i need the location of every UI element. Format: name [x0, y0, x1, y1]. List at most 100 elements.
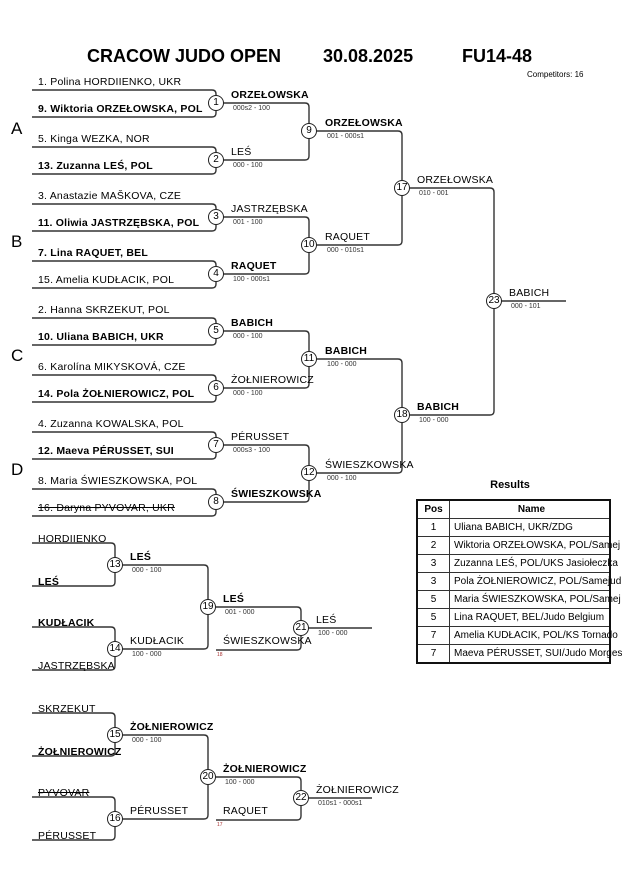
match-winner: ŚWIESZKOWSKA: [231, 488, 322, 500]
match-winner: ORZEŁOWSKA: [325, 117, 403, 129]
match-number: 20: [200, 769, 216, 785]
match-winner: LEŚ: [316, 614, 337, 626]
page-title: CRACOW JUDO OPEN 30.08.2025 FU14-48: [0, 46, 630, 130]
results-row: 1 Uliana BABICH, UKR/ZDG: [416, 518, 611, 537]
match-winner: BABICH: [417, 401, 460, 413]
match-score: 000 - 100: [233, 390, 263, 397]
match-score: 000 - 100: [132, 567, 162, 574]
match-number: 9: [301, 123, 317, 139]
result-position: 3: [416, 554, 450, 573]
bracket-line: [32, 217, 217, 232]
bracket-line: [32, 819, 116, 841]
match-score: 000s3 - 100: [233, 447, 270, 454]
match-number: 19: [200, 599, 216, 615]
competitor-name: 5. Kinga WEZKA, NOR: [38, 133, 150, 145]
match-winner: RAQUET: [231, 260, 277, 272]
bracket-line: [122, 564, 209, 607]
competitor-name: 1. Polina HORDIIENKO, UKR: [38, 76, 182, 88]
match-number: 21: [293, 620, 309, 636]
competitor-name: HORDIIENKO: [38, 533, 107, 545]
competitor-name: 6. Karolína MIKYSKOVÁ, CZE: [38, 361, 186, 373]
event-date: 30.08.2025: [323, 46, 414, 66]
competitor-name: SKRZEKUT: [38, 703, 96, 715]
bracket-line: [216, 798, 302, 821]
competitor-name: 4. Zuzanna KOWALSKA, POL: [38, 418, 184, 430]
bracket-line: [409, 301, 495, 416]
bracket-line: [32, 431, 217, 445]
pool-label-d: D: [11, 460, 24, 479]
match-winner: KUDŁACIK: [130, 635, 185, 647]
competitor-name: JASTRZĘBSKA: [38, 660, 115, 672]
bracket-line: [32, 331, 217, 346]
results-row: 5 Maria ŚWIESZKOWSKA, POL/Samej: [416, 590, 621, 609]
result-name: Maria ŚWIESZKOWSKA, POL/Samej: [449, 590, 621, 609]
bracket-line: [32, 317, 217, 331]
pool-label-b: B: [11, 232, 23, 251]
match-number: 14: [107, 641, 123, 657]
results-table: Pos Name 1 Uliana BABICH, UKR/ZDG 2 Wiktori…: [416, 499, 622, 664]
match-score: 100 - 000: [327, 361, 357, 368]
result-position: 7: [416, 644, 450, 664]
results-row: 7 Amelia KUDŁACIK, POL/KS Tornado: [416, 626, 618, 645]
bracket-line: [32, 260, 217, 274]
match-score: 001 - 100: [233, 219, 263, 226]
match-number: 17: [394, 180, 410, 196]
match-number: 2: [208, 152, 224, 168]
match-number: 5: [208, 323, 224, 339]
match-number: 10: [301, 237, 317, 253]
competitor-name: 16. Daryna PYVOVAR, UKR: [38, 502, 175, 514]
bracket-line: [32, 89, 217, 103]
match-number: 4: [208, 266, 224, 282]
bracket-line: [32, 712, 116, 735]
event-name: CRACOW JUDO OPEN: [87, 46, 282, 66]
pool-label-c: C: [11, 346, 24, 365]
result-name: Wiktoria ORZEŁOWSKA, POL/Samej: [449, 536, 620, 555]
match-number: 18: [394, 407, 410, 423]
source-match-number: 17: [217, 822, 223, 828]
match-score: 100 - 000: [318, 630, 348, 637]
competitor-name: 12. Maeva PÉRUSSET, SUI: [38, 445, 174, 457]
bracket-line: [223, 131, 310, 161]
source-match-number: 18: [217, 652, 223, 658]
repechage-loser-in: ŚWIESZKOWSKA: [223, 635, 312, 647]
competitor-name: 3. Anastazie MAŠKOVA, CZE: [38, 190, 182, 202]
results-row: 7 Maeva PÉRUSSET, SUI/Judo Morges: [416, 644, 622, 664]
competitor-name: 15. Amelia KUDŁACIK, POL: [38, 274, 175, 286]
bracket-line: [32, 445, 217, 460]
bracket-line: [122, 777, 209, 820]
match-winner: RAQUET: [325, 231, 370, 243]
match-score: 100 - 000s1: [233, 276, 270, 283]
match-winner: BABICH: [231, 317, 274, 329]
bracket-line: [32, 626, 116, 649]
bracket-line: [316, 358, 403, 415]
match-winner: PÉRUSSET: [231, 431, 290, 443]
match-number: 22: [293, 790, 309, 806]
match-number: 23: [486, 293, 502, 309]
result-name: Pola ŻOŁNIEROWICZ, POL/Samejud: [449, 572, 621, 591]
results-row: 3 Pola ŻOŁNIEROWICZ, POL/Samejud: [416, 572, 621, 591]
bracket-line: [223, 473, 310, 503]
match-number: 6: [208, 380, 224, 396]
match-winner: ŻOŁNIEROWICZ: [231, 374, 314, 386]
bracket-line: [32, 388, 217, 403]
match-winner: LEŚ: [223, 593, 245, 605]
competitor-name: 11. Oliwia JASTRZĘBSKA, POL: [38, 217, 200, 229]
result-name: Maeva PÉRUSSET, SUI/Judo Morges: [449, 644, 622, 664]
match-score: 100 - 000: [225, 779, 255, 786]
bracket-line: [32, 796, 116, 819]
match-score: 000 - 100: [233, 162, 263, 169]
bracket-line: [32, 649, 116, 671]
match-number: 13: [107, 557, 123, 573]
match-score: 000 - 100: [132, 737, 162, 744]
match-score: 001 - 000s1: [327, 133, 364, 140]
competitor-name: ŻOŁNIEROWICZ: [38, 746, 122, 758]
competitor-name: 8. Maria ŚWIESZKOWSKA, POL: [38, 475, 198, 487]
match-number: 12: [301, 465, 317, 481]
match-winner: ORZEŁOWSKA: [417, 174, 494, 186]
competitor-name: LEŚ: [38, 576, 60, 588]
result-position: 7: [416, 626, 450, 645]
competitor-name: 13. Zuzanna LEŚ, POL: [38, 160, 153, 172]
match-number: 8: [208, 494, 224, 510]
match-winner: PÉRUSSET: [130, 805, 189, 817]
